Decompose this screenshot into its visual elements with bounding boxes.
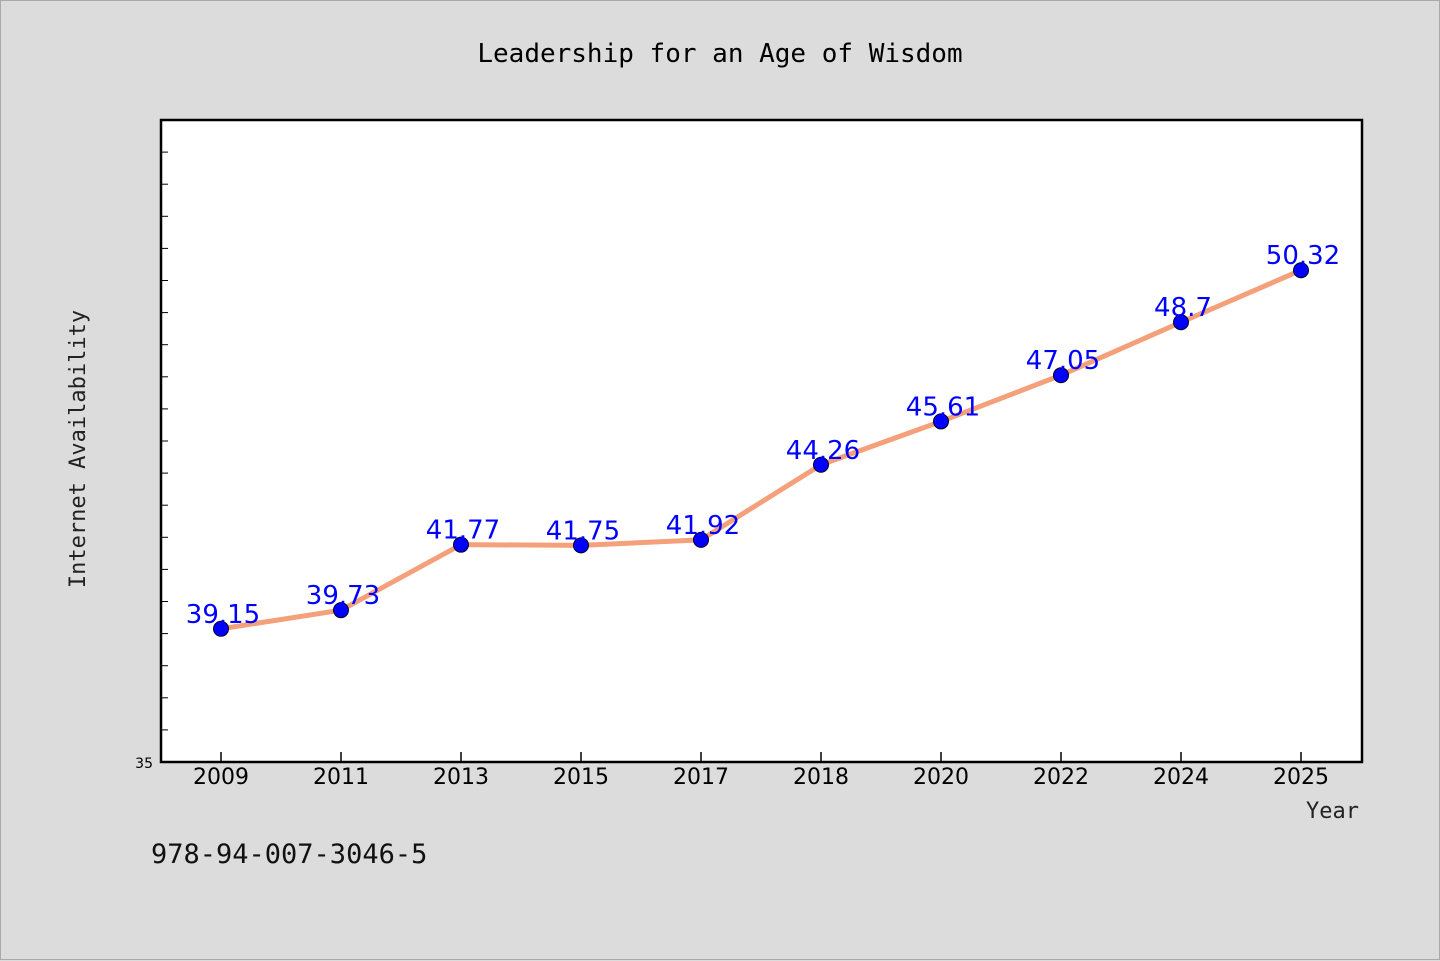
data-markers [213, 262, 1309, 637]
x-axis-ticks: 2009 2011 2013 2015 2017 2018 2020 2022 2024 2025 [193, 752, 1329, 790]
x-tick-label: 2018 [793, 765, 849, 790]
data-point-marker [1293, 262, 1309, 279]
x-tick-label: 2024 [1153, 765, 1209, 790]
data-label: 47.05 [1026, 346, 1100, 376]
x-tick-label: 2017 [673, 765, 729, 790]
series-polyline [218, 267, 1304, 632]
x-tick-label: 2020 [913, 765, 969, 790]
data-label: 48.7 [1154, 293, 1212, 323]
x-tick-label: 2025 [1273, 765, 1329, 790]
data-label: 39.73 [306, 581, 380, 611]
data-point-marker [933, 413, 949, 430]
x-tick-label: 2022 [1033, 765, 1089, 790]
isbn-footer: 978-94-007-3046-5 [151, 839, 427, 870]
y-axis-title: Internet Availability [66, 310, 91, 588]
data-point-marker [333, 602, 349, 619]
data-label: 44.26 [786, 436, 860, 466]
series-line [218, 267, 1304, 632]
data-label: 41.77 [426, 516, 500, 546]
x-tick-label: 2009 [193, 765, 249, 790]
data-label: 41.92 [666, 511, 740, 541]
data-label: 39.15 [186, 600, 260, 630]
y-axis-ticks [161, 151, 168, 731]
data-labels: 39.15 39.73 41.77 41.75 41.92 44.26 45.61 47.05… [186, 241, 1340, 630]
data-label: 45.61 [906, 392, 980, 422]
data-point-marker [213, 620, 229, 637]
x-tick-label: 2015 [553, 765, 609, 790]
data-label: 50.32 [1266, 241, 1340, 271]
y-tick-label: 35 [135, 756, 153, 772]
data-label: 41.75 [546, 516, 620, 546]
x-tick-label: 2013 [433, 765, 489, 790]
chart-title: Leadership for an Age of Wisdom [477, 39, 962, 69]
data-point-marker [693, 531, 709, 548]
x-tick-label: 2011 [313, 765, 369, 790]
plot-area [159, 118, 1364, 764]
data-point-marker [1053, 367, 1069, 384]
data-point-marker [573, 537, 589, 554]
data-point-marker [1173, 314, 1189, 331]
x-axis-title: Year [1306, 799, 1359, 824]
data-point-marker [813, 456, 829, 473]
data-point-marker [453, 536, 469, 553]
